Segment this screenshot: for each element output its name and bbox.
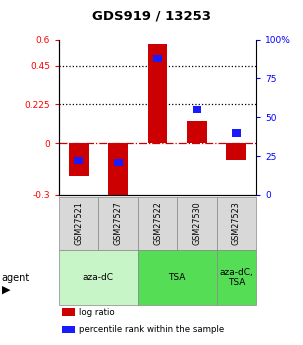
Text: GDS919 / 13253: GDS919 / 13253 [92, 9, 211, 22]
Bar [108, 143, 128, 195]
Bar [148, 44, 167, 143]
Text: TSA: TSA [168, 273, 186, 282]
Bar [232, 129, 241, 137]
Bar [187, 121, 207, 143]
Text: GSM27527: GSM27527 [114, 201, 123, 245]
Text: percentile rank within the sample: percentile rank within the sample [79, 325, 225, 334]
Text: log ratio: log ratio [79, 308, 115, 317]
Bar [75, 157, 83, 165]
Text: aza-dC: aza-dC [83, 273, 114, 282]
Text: GSM27522: GSM27522 [153, 201, 162, 245]
Text: aza-dC,
TSA: aza-dC, TSA [219, 268, 253, 287]
Text: GSM27521: GSM27521 [74, 201, 83, 245]
Bar [114, 159, 122, 166]
Bar [69, 143, 88, 176]
Text: ▶: ▶ [2, 285, 10, 295]
Text: GSM27530: GSM27530 [192, 201, 201, 245]
Bar [193, 106, 201, 113]
Bar [153, 55, 162, 62]
Text: GSM27523: GSM27523 [232, 201, 241, 245]
Text: agent: agent [2, 273, 30, 283]
Bar [226, 143, 246, 159]
